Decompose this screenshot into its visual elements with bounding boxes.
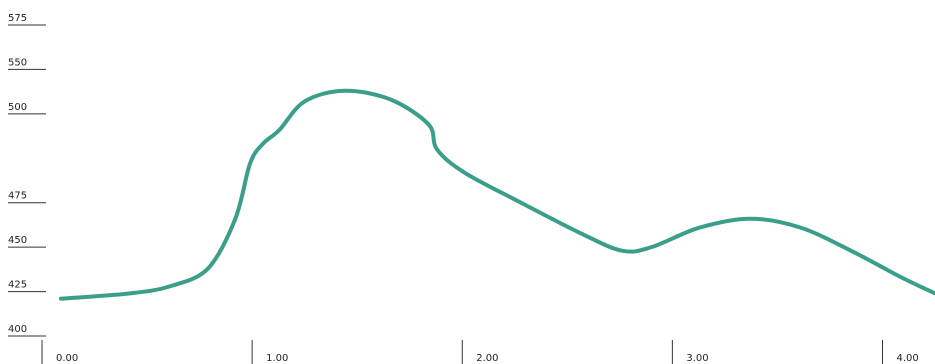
data-line	[58, 88, 935, 301]
x-tick-label: 4.00	[896, 353, 918, 364]
x-tick-label: 3.00	[686, 353, 708, 364]
y-tick-label: 400	[8, 324, 27, 335]
y-tick-label: 500	[8, 102, 27, 113]
y-tick-label: 475	[8, 191, 27, 202]
x-tick-label: 2.00	[476, 353, 498, 364]
y-tick-label: 550	[8, 57, 27, 68]
y-tick-label: 575	[8, 13, 27, 24]
y-tick-label: 425	[8, 280, 27, 291]
x-tick-label: 1.00	[266, 353, 288, 364]
x-tick-label: 0.00	[56, 353, 78, 364]
y-tick-label: 450	[8, 235, 27, 246]
